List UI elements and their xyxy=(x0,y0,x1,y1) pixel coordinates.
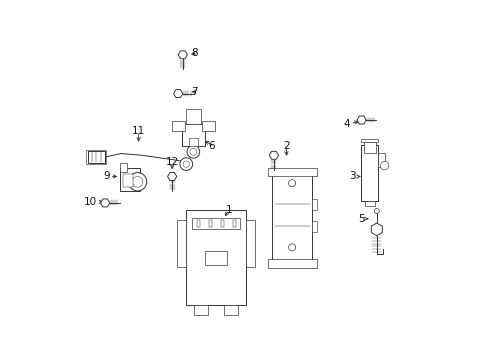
Bar xyxy=(232,220,236,227)
Bar xyxy=(120,163,127,172)
Text: 8: 8 xyxy=(191,48,198,58)
Bar xyxy=(189,138,197,147)
Text: 11: 11 xyxy=(132,126,145,136)
FancyBboxPatch shape xyxy=(186,210,246,305)
Bar xyxy=(220,220,224,227)
Text: 2: 2 xyxy=(282,141,289,152)
Bar xyxy=(246,220,255,267)
Bar xyxy=(208,220,212,227)
Polygon shape xyxy=(269,151,278,159)
Circle shape xyxy=(380,161,388,170)
Bar xyxy=(194,305,208,315)
Bar xyxy=(192,217,240,229)
Bar xyxy=(205,251,226,265)
Bar xyxy=(122,174,133,187)
Text: 5: 5 xyxy=(357,214,364,224)
Polygon shape xyxy=(173,90,183,98)
Text: 10: 10 xyxy=(84,197,97,207)
Circle shape xyxy=(374,208,379,213)
Circle shape xyxy=(132,176,142,187)
Bar xyxy=(120,168,140,190)
Bar xyxy=(202,121,214,131)
Bar xyxy=(185,109,201,123)
Circle shape xyxy=(128,172,146,191)
Bar xyxy=(361,145,377,201)
Bar xyxy=(267,168,316,176)
Text: 9: 9 xyxy=(103,171,109,181)
Circle shape xyxy=(189,148,197,155)
Polygon shape xyxy=(370,223,382,236)
Text: 4: 4 xyxy=(343,118,349,129)
Bar xyxy=(177,220,186,267)
Circle shape xyxy=(288,180,295,187)
Bar xyxy=(88,152,105,163)
Bar xyxy=(267,259,316,268)
Bar xyxy=(224,305,238,315)
Bar xyxy=(312,221,316,231)
Polygon shape xyxy=(167,172,176,180)
Text: 7: 7 xyxy=(191,87,198,97)
Bar xyxy=(364,201,374,206)
Text: 1: 1 xyxy=(225,205,232,215)
Bar xyxy=(312,199,316,210)
Polygon shape xyxy=(178,51,187,59)
Circle shape xyxy=(288,244,295,251)
Bar xyxy=(377,153,384,167)
Text: 3: 3 xyxy=(348,171,355,181)
Bar xyxy=(86,150,106,165)
Text: 12: 12 xyxy=(165,157,179,167)
Circle shape xyxy=(186,145,199,158)
Circle shape xyxy=(183,161,189,167)
Circle shape xyxy=(180,158,192,171)
Text: 6: 6 xyxy=(207,141,214,152)
Bar xyxy=(363,142,375,153)
Bar xyxy=(172,121,184,131)
Polygon shape xyxy=(356,116,366,124)
Bar xyxy=(196,220,200,227)
Polygon shape xyxy=(101,199,109,207)
Bar xyxy=(182,123,204,147)
Bar xyxy=(271,170,312,261)
Bar xyxy=(361,139,377,142)
